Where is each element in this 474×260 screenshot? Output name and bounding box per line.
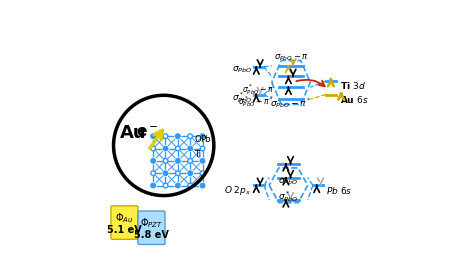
Text: O $2p_x$: O $2p_x$ (224, 184, 251, 197)
Text: Ti $3d$: Ti $3d$ (340, 80, 366, 91)
Text: $\Phi_{PZT}$: $\Phi_{PZT}$ (140, 216, 163, 230)
Circle shape (174, 133, 181, 140)
Circle shape (174, 182, 181, 189)
Circle shape (188, 134, 192, 139)
Text: Au: Au (119, 124, 146, 142)
Circle shape (174, 158, 181, 164)
Text: $\sigma_{PbO}^*-\pi$: $\sigma_{PbO}^*-\pi$ (242, 82, 273, 97)
Circle shape (150, 158, 156, 164)
Circle shape (163, 134, 168, 139)
Circle shape (162, 170, 169, 177)
Circle shape (200, 146, 205, 151)
Text: Ti: Ti (194, 150, 201, 159)
FancyBboxPatch shape (138, 211, 165, 244)
Circle shape (187, 170, 193, 177)
Circle shape (151, 171, 155, 176)
Circle shape (199, 182, 206, 189)
Circle shape (162, 145, 169, 152)
FancyBboxPatch shape (111, 206, 138, 239)
Text: $\sigma_{PbO}$: $\sigma_{PbO}$ (232, 65, 253, 75)
Text: Pb: Pb (200, 135, 210, 144)
Text: $\sigma_{PbO}^*$: $\sigma_{PbO}^*$ (278, 190, 299, 204)
Text: Au $6s$: Au $6s$ (340, 94, 369, 105)
Text: $\sigma_{PbO}-\pi^*$: $\sigma_{PbO}-\pi^*$ (270, 96, 312, 110)
Circle shape (163, 159, 168, 163)
Text: $\sigma_{PbO}^*-\pi^*$: $\sigma_{PbO}^*-\pi^*$ (238, 94, 273, 109)
Circle shape (199, 158, 206, 164)
Text: Pb $6s$: Pb $6s$ (326, 185, 352, 196)
Circle shape (199, 133, 206, 140)
Text: $\sigma_{PbO}-\pi$: $\sigma_{PbO}-\pi$ (273, 53, 309, 63)
Circle shape (187, 145, 193, 152)
Circle shape (200, 171, 205, 176)
Text: $\Phi_{Au}$: $\Phi_{Au}$ (115, 211, 134, 225)
Text: O: O (194, 135, 201, 144)
Circle shape (188, 183, 192, 188)
Circle shape (188, 159, 192, 163)
Circle shape (175, 171, 180, 176)
Circle shape (175, 146, 180, 151)
Text: 5.8 eV: 5.8 eV (134, 230, 169, 241)
Text: $\sigma_{PbO}^*$: $\sigma_{PbO}^*$ (232, 90, 253, 105)
Circle shape (163, 183, 168, 188)
Text: e$^-$: e$^-$ (136, 125, 158, 140)
Circle shape (150, 182, 156, 189)
Circle shape (150, 133, 156, 140)
Text: $\sigma_{PbO}$: $\sigma_{PbO}$ (278, 177, 299, 187)
Text: 5.1 eV: 5.1 eV (107, 225, 142, 235)
Circle shape (151, 146, 155, 151)
